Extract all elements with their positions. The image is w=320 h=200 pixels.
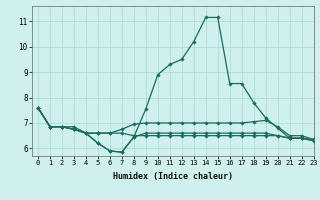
- X-axis label: Humidex (Indice chaleur): Humidex (Indice chaleur): [113, 172, 233, 181]
